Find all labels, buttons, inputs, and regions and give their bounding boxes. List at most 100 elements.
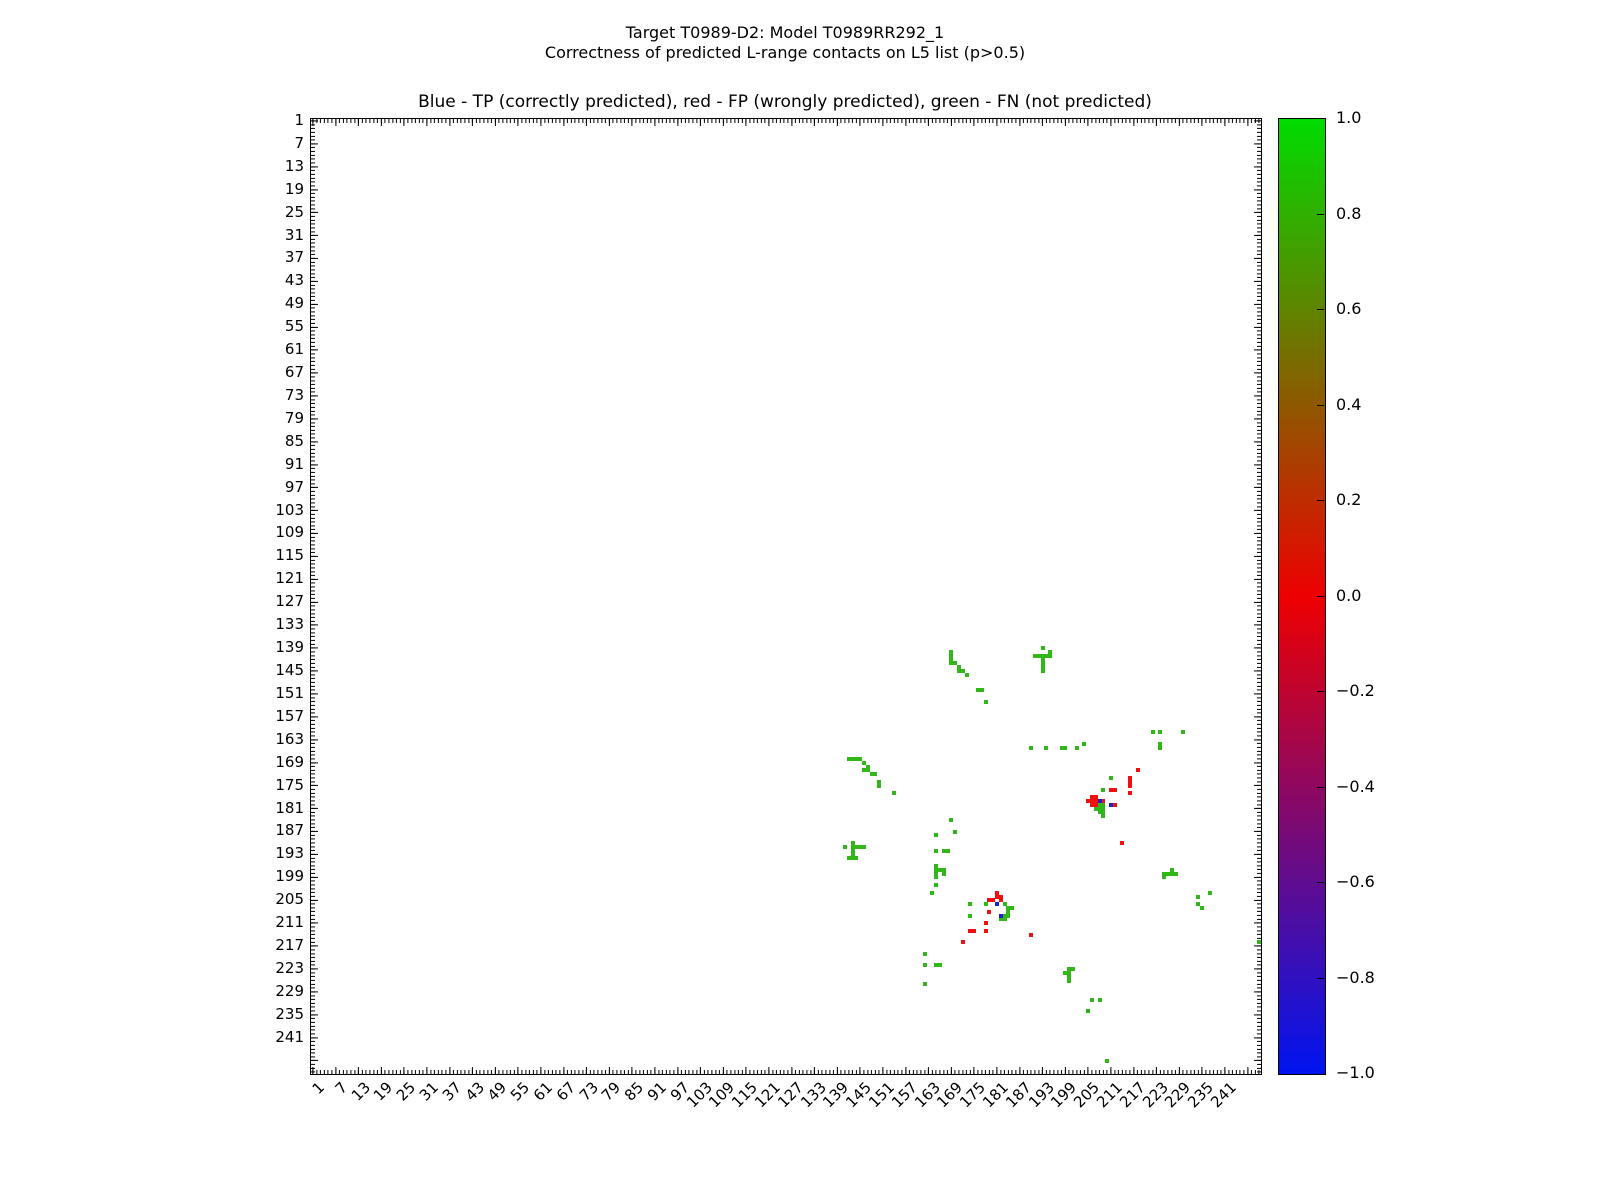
right-major-ticks xyxy=(1254,119,1261,1074)
contact-cell-fn xyxy=(1196,902,1201,907)
contact-cell-fn xyxy=(949,657,954,662)
colorbar-tick-label: 0.4 xyxy=(1336,394,1362,414)
contact-cell-fn xyxy=(843,844,847,849)
contact-cell-fn xyxy=(1082,741,1087,746)
y-tick-label: 73 xyxy=(284,385,304,404)
contact-cell-fn xyxy=(1040,669,1045,674)
contact-cell-fp xyxy=(1128,791,1132,796)
y-tick-label: 67 xyxy=(284,363,304,382)
contact-cell-fn xyxy=(865,764,870,769)
contact-cell-fn xyxy=(1169,871,1174,876)
contact-cell-fn xyxy=(934,848,939,853)
y-tick-label: 133 xyxy=(275,615,304,634)
y-tick-label: 187 xyxy=(275,821,304,840)
contact-cell-fn xyxy=(1097,810,1102,815)
contact-cell-fn xyxy=(854,856,859,861)
contact-cell-fp xyxy=(1090,795,1094,800)
contact-cell-fn xyxy=(1101,814,1106,819)
contact-cell-fn xyxy=(957,665,961,670)
contact-cell-fn xyxy=(846,856,851,861)
contact-cell-fn xyxy=(938,963,942,968)
contact-cell-fp xyxy=(1086,799,1091,803)
contact-cell-fn xyxy=(922,951,927,956)
contact-cell-fn xyxy=(1002,917,1007,922)
contact-cell-fp xyxy=(972,928,977,933)
contact-cell-fn xyxy=(941,848,946,853)
contact-cell-fn xyxy=(1101,810,1106,815)
contact-cell-fp xyxy=(995,894,999,899)
contact-cell-fn xyxy=(934,871,939,876)
contact-cell-fn xyxy=(957,669,961,674)
contact-cell-fn xyxy=(850,844,855,849)
contact-cell-fn xyxy=(1093,806,1098,811)
y-tick-label: 55 xyxy=(284,317,304,336)
contact-cell-fn xyxy=(922,963,927,968)
contact-cell-fn xyxy=(949,650,954,654)
colorbar-tick xyxy=(1317,404,1324,406)
contact-cell-fn xyxy=(1048,653,1053,658)
bottom-minor-ticks xyxy=(311,1070,1261,1074)
contact-cell-fn xyxy=(1036,653,1041,658)
colorbar-tick xyxy=(1317,595,1324,597)
figure-title-line2: Correctness of predicted L-range contact… xyxy=(544,43,1026,62)
contact-cell-fn xyxy=(1109,776,1113,780)
y-tick-label: 139 xyxy=(275,638,304,657)
colorbar-tick-label: 0.2 xyxy=(1336,490,1362,509)
contact-cell-fn xyxy=(983,902,988,907)
contact-cell-fn xyxy=(850,852,855,857)
y-tick-label: 169 xyxy=(275,752,304,771)
contact-cell-fn xyxy=(1158,741,1163,746)
top-major-ticks xyxy=(311,119,1261,126)
colorbar-tick xyxy=(1317,213,1324,215)
contact-cell-fn xyxy=(949,653,954,658)
y-tick-label: 127 xyxy=(275,592,304,611)
y-tick-label: 223 xyxy=(275,958,304,977)
contact-cell-fn xyxy=(1207,890,1212,895)
y-tick-label: 205 xyxy=(275,890,304,909)
contact-cell-fn xyxy=(1200,905,1205,910)
y-tick-label: 115 xyxy=(275,546,304,565)
contact-cell-tp xyxy=(995,902,999,907)
y-tick-label: 85 xyxy=(284,431,304,450)
colorbar-tick xyxy=(1317,977,1324,979)
contact-cell-fn xyxy=(941,867,946,872)
bottom-major-ticks xyxy=(311,1067,1261,1074)
y-tick-label: 49 xyxy=(284,294,304,313)
contact-cell-fn xyxy=(846,756,851,761)
contact-cell-fn xyxy=(949,661,954,666)
colorbar-tick-label: 0.8 xyxy=(1336,203,1362,223)
contact-cell-fp xyxy=(983,921,988,926)
contact-cell-fp xyxy=(987,898,992,903)
contact-cell-fn xyxy=(862,760,866,765)
contact-cell-fn xyxy=(1158,745,1163,750)
contact-cell-fn xyxy=(1101,787,1106,792)
contact-cell-fn xyxy=(865,768,870,773)
colorbar-tick xyxy=(1317,691,1324,692)
contact-cell-fn xyxy=(1067,978,1072,983)
contact-cell-fn xyxy=(1162,871,1167,876)
contact-cell-fn xyxy=(1006,905,1011,910)
contact-cell-fn xyxy=(1090,997,1094,1002)
contact-cell-fn xyxy=(934,875,939,880)
contact-cell-fn xyxy=(945,848,950,853)
contact-cell-fn xyxy=(858,756,863,761)
contact-cell-fn xyxy=(1086,1009,1091,1014)
contact-cell-fn xyxy=(968,913,973,918)
colorbar-tick-label: −0.4 xyxy=(1336,776,1375,796)
contact-cell-fn xyxy=(1063,745,1068,750)
contact-cell-fn xyxy=(934,963,939,968)
y-tick-label: 37 xyxy=(284,248,304,267)
contact-cell-fp xyxy=(1128,776,1132,780)
contact-cell-fp xyxy=(1112,802,1117,807)
colorbar-tick-label: 0.6 xyxy=(1336,299,1362,318)
contact-cell-fn xyxy=(998,917,1003,922)
contact-cell-fp xyxy=(1093,795,1098,800)
contact-cell-fn xyxy=(854,756,859,761)
colorbar-tick xyxy=(1317,309,1324,310)
contact-cell-fp xyxy=(1135,768,1140,773)
y-tick-label: 31 xyxy=(284,225,304,244)
contact-cell-fn xyxy=(850,841,855,845)
contact-cell-fn xyxy=(1059,745,1064,750)
contact-cell-fn xyxy=(1101,802,1106,807)
